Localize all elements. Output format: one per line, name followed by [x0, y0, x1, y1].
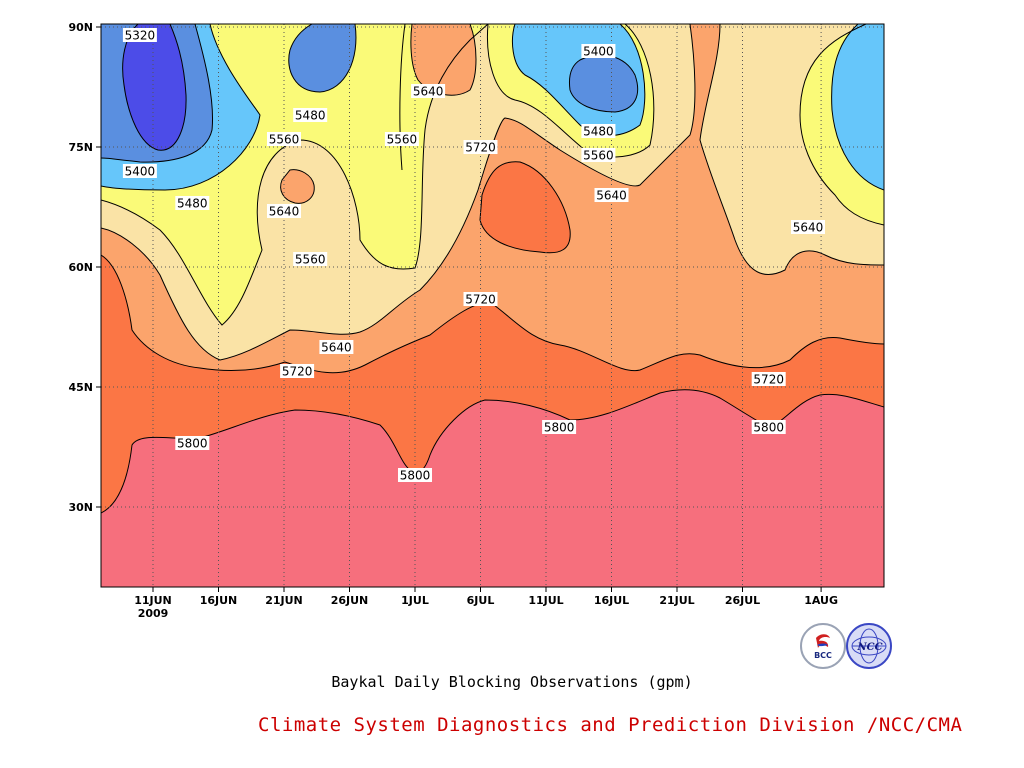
- contour-label-bg: [751, 372, 786, 386]
- x-tick-label: 26JUL: [725, 594, 760, 607]
- x-tick-label: 6JUL: [467, 594, 495, 607]
- band-5640-5720-b: [280, 169, 315, 204]
- y-axis: 30N 45N 60N 75N 90N: [68, 21, 101, 514]
- contour-label: 5720: [282, 365, 313, 379]
- plot-frame: [100, 23, 885, 588]
- contour-label: 5320: [125, 29, 156, 43]
- x-tick-label: 21JUN: [265, 594, 303, 607]
- x-year-label: 2009: [138, 607, 169, 620]
- contour-label-bg: [581, 124, 616, 138]
- contour-label-bg: [267, 132, 301, 146]
- contour-label-bg: [293, 108, 328, 122]
- contour-label-bg: [175, 436, 210, 450]
- contour-label-bg: [542, 420, 577, 434]
- contour-label-bg: [463, 292, 498, 306]
- y-tick-label: 30N: [68, 501, 93, 514]
- contour-label-bg: [280, 364, 315, 378]
- ncc-logo: NCC: [846, 623, 892, 669]
- grid-lines: [101, 24, 884, 587]
- contour-label: 5800: [544, 421, 575, 435]
- contour-lines: [101, 24, 884, 514]
- y-tick-label: 45N: [68, 381, 93, 394]
- svg-text:NCC: NCC: [856, 642, 882, 653]
- contour-label: 5560: [295, 253, 326, 267]
- contour-label-bg: [594, 188, 629, 202]
- contour-labels: 5320 5400 5480 5480 5560 5640 5560 5640 5720 5800…: [122, 28, 825, 483]
- contour-label: 5800: [400, 469, 431, 483]
- contour-label: 5720: [753, 373, 784, 387]
- band-above-5800: [101, 389, 884, 587]
- y-tick-label: 75N: [68, 141, 93, 154]
- y-tick-label: 60N: [68, 261, 93, 274]
- contour-label: 5640: [596, 189, 627, 203]
- x-tick-label: 21JUL: [659, 594, 694, 607]
- x-tick-label: 16JUN: [200, 594, 238, 607]
- contour-label: 5480: [295, 109, 326, 123]
- band-5400-5480-right: [831, 24, 884, 190]
- contour-label: 5720: [465, 293, 496, 307]
- contour-label: 5640: [269, 205, 300, 219]
- contour-label-bg: [175, 196, 210, 210]
- contour-label: 5640: [321, 341, 352, 355]
- x-tick-label: 1AUG: [804, 594, 838, 607]
- x-tick-label: 26JUN: [331, 594, 369, 607]
- chart-title: Baykal Daily Blocking Observations (gpm): [331, 673, 693, 691]
- bcc-logo: BCC: [800, 623, 846, 669]
- contour-label: 5560: [583, 149, 614, 163]
- x-tick-label: 16JUL: [594, 594, 629, 607]
- contour-label-bg: [463, 140, 498, 154]
- contour-label-bg: [122, 28, 157, 42]
- svg-text:BCC: BCC: [814, 651, 832, 660]
- contour-label-bg: [319, 340, 354, 354]
- contour-label-bg: [267, 204, 301, 218]
- contour-label-bg: [293, 252, 328, 266]
- contour-label-bg: [791, 220, 825, 234]
- contour-label: 5560: [269, 133, 300, 147]
- contour-label: 5640: [413, 85, 444, 99]
- contour-label-bg: [581, 44, 616, 58]
- band-5720-5800-b: [480, 161, 571, 253]
- contour-label-bg: [398, 468, 432, 482]
- contour-label-bg: [581, 148, 616, 162]
- x-tick-label: 11JUL: [528, 594, 563, 607]
- contour-label: 5480: [177, 197, 208, 211]
- contour-label-bg: [384, 132, 419, 146]
- contour-label: 5560: [387, 133, 418, 147]
- contour-label: 5640: [793, 221, 824, 235]
- contour-label: 5800: [177, 437, 208, 451]
- contour-label: 5400: [125, 165, 156, 179]
- band-5320-5400-b: [288, 24, 356, 92]
- contour-label-bg: [751, 420, 786, 434]
- contour-label: 5720: [465, 141, 496, 155]
- chart-credit: Climate System Diagnostics and Predictio…: [258, 714, 963, 736]
- band-5640-5720-a: [410, 24, 476, 96]
- y-tick-label: 90N: [68, 21, 93, 34]
- contour-label: 5800: [753, 421, 784, 435]
- contour-label-bg: [411, 84, 446, 98]
- band-yellow-mid: [101, 24, 415, 325]
- contour-label: 5400: [583, 45, 614, 59]
- band-blue-top-right: [569, 55, 638, 112]
- contour-label: 5480: [583, 125, 614, 139]
- contour-label-bg: [122, 164, 157, 178]
- x-tick-label: 11JUN: [134, 594, 172, 607]
- x-tick-label: 1JUL: [401, 594, 429, 607]
